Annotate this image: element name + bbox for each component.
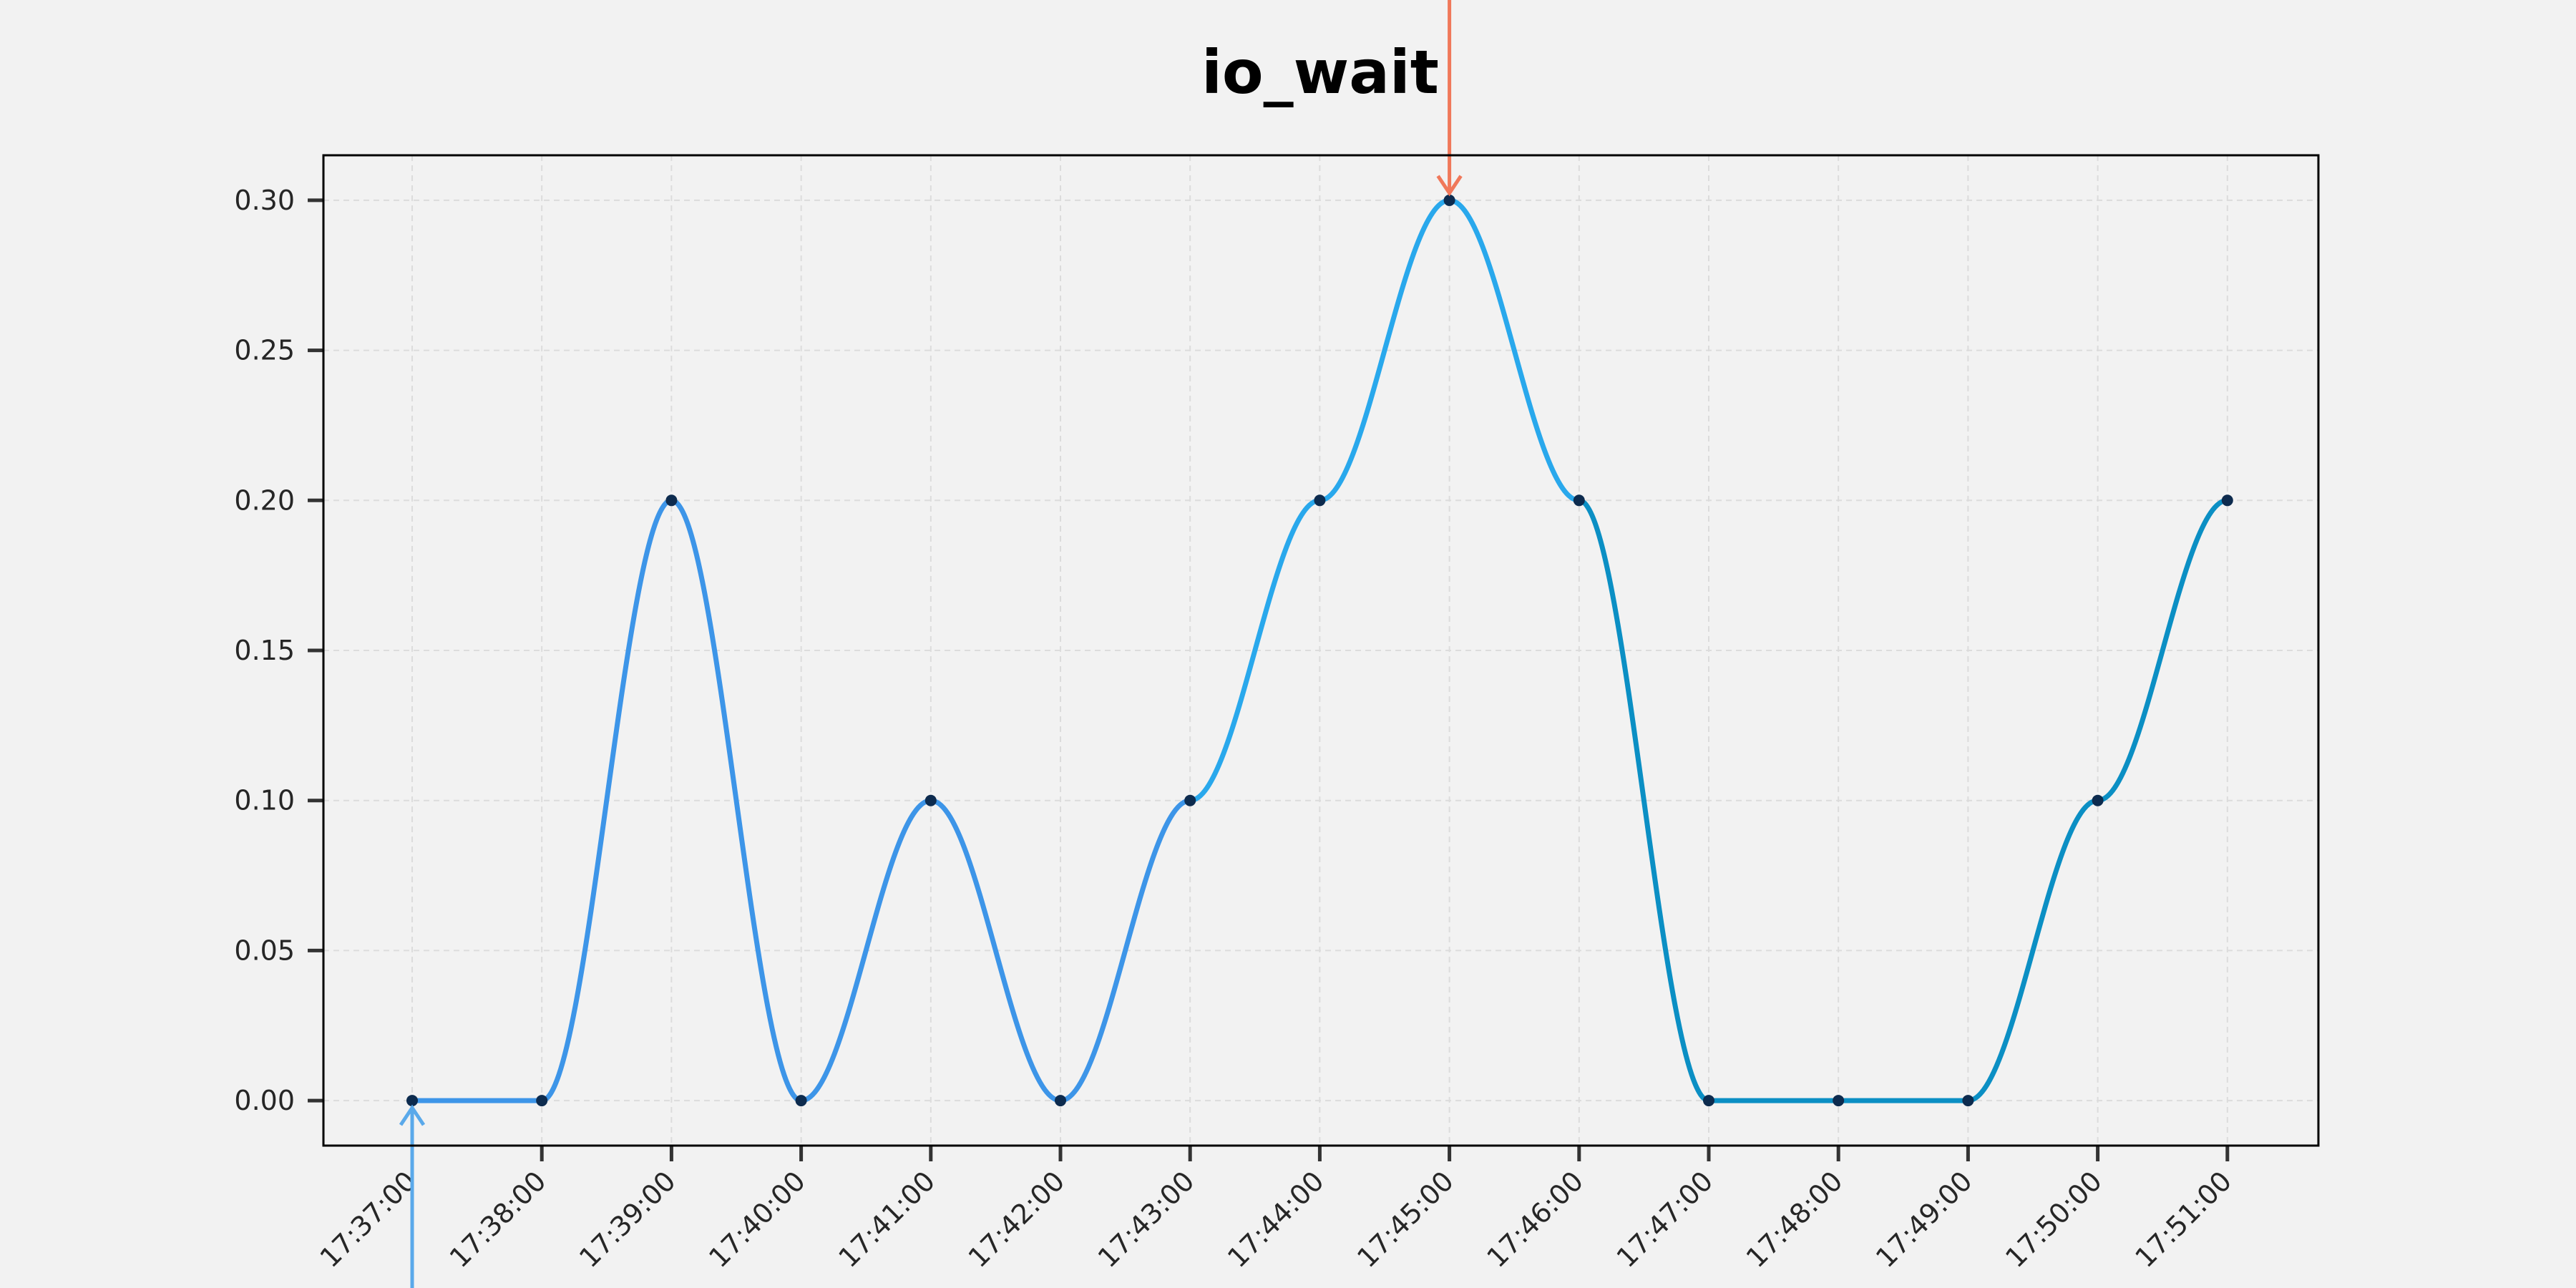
data-point <box>1573 494 1585 507</box>
data-point <box>406 1095 418 1107</box>
x-tick-label: 17:50:00 <box>1999 1165 2108 1274</box>
data-point <box>1833 1095 1845 1107</box>
data-point <box>1314 494 1326 507</box>
x-tick-label: 17:43:00 <box>1092 1165 1201 1274</box>
data-point <box>795 1095 807 1107</box>
plot-frame <box>322 154 2320 1147</box>
series-segment <box>799 798 934 1103</box>
y-tick-label: 0.20 <box>234 484 295 516</box>
series-segment <box>539 497 674 1103</box>
x-tick-label: 17:42:00 <box>962 1165 1071 1274</box>
x-tick-label: 17:49:00 <box>1870 1165 1979 1274</box>
series-segment <box>1447 197 1582 503</box>
series-line <box>409 197 2230 1103</box>
x-tick-label: 17:38:00 <box>444 1165 552 1274</box>
data-point <box>2221 494 2233 507</box>
x-tick-label: 17:37:00 <box>314 1165 423 1274</box>
data-point <box>536 1095 548 1107</box>
data-point <box>2092 794 2104 806</box>
x-tick-label: 17:48:00 <box>1740 1165 1849 1274</box>
data-point <box>1703 1095 1714 1107</box>
x-tick-label: 17:41:00 <box>832 1165 941 1274</box>
x-tick-label: 17:39:00 <box>573 1165 682 1274</box>
series-segment <box>1965 798 2101 1103</box>
x-tick-label: 17:46:00 <box>1480 1165 1589 1274</box>
x-tick-label: 17:47:00 <box>1611 1165 1719 1274</box>
series-segment <box>668 497 804 1103</box>
series-segment <box>2095 497 2230 804</box>
data-point <box>1055 1095 1066 1107</box>
min-arrow-head <box>399 1104 426 1126</box>
x-tick-label: 17:51:00 <box>2129 1165 2238 1274</box>
data-point <box>665 494 678 507</box>
data-point <box>1443 194 1455 206</box>
y-tick-label: 0.00 <box>234 1085 295 1116</box>
data-point <box>1184 794 1196 806</box>
max-arrow-head <box>1436 175 1463 197</box>
series-segment <box>1058 798 1193 1103</box>
chart-title: io_wait <box>1201 37 1439 107</box>
y-tick-label: 0.30 <box>234 185 295 216</box>
series-segment <box>1317 197 1453 503</box>
x-tick-label: 17:45:00 <box>1351 1165 1460 1274</box>
y-tick-label: 0.05 <box>234 935 295 966</box>
series-segment <box>1187 497 1322 804</box>
x-tick-label: 17:40:00 <box>703 1165 811 1274</box>
y-tick-label: 0.15 <box>234 635 295 666</box>
series-segment <box>1576 497 1712 1103</box>
series-segment <box>928 798 1063 1103</box>
axes: 17:37:00 17:38:00 17:39:00 17:40:00 17:41:00… <box>234 185 2238 1274</box>
data-points <box>406 194 2233 1107</box>
y-tick-label: 0.25 <box>234 335 295 366</box>
y-tick-label: 0.10 <box>234 785 295 816</box>
x-tick-label: 17:44:00 <box>1221 1165 1330 1274</box>
data-point <box>924 794 937 806</box>
data-point <box>1962 1095 1974 1107</box>
annotations <box>399 0 1463 1288</box>
